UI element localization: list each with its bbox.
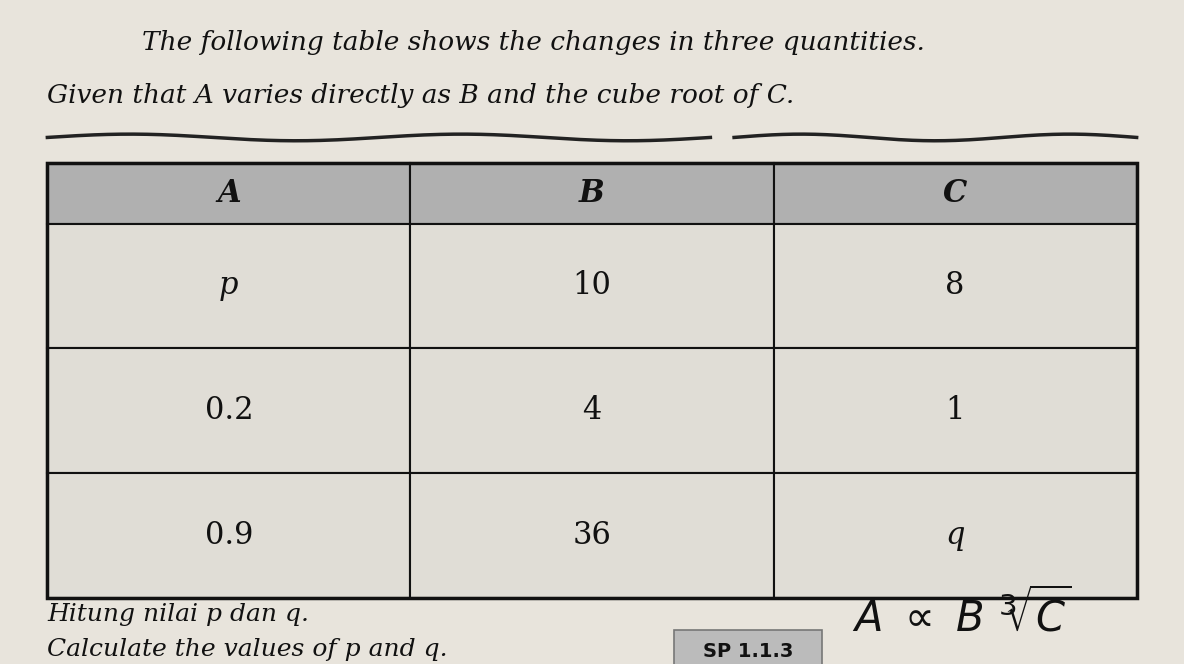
Text: 10: 10 — [573, 270, 611, 301]
Text: B: B — [579, 178, 605, 208]
Text: Calculate the values of p and q.: Calculate the values of p and q. — [47, 638, 448, 661]
Bar — [411, 163, 773, 224]
Text: $\mathit{A}\ \propto\ \mathit{B}\ {^3\!\!\sqrt{\mathit{C}}}$: $\mathit{A}\ \propto\ \mathit{B}\ {^3\!\… — [852, 588, 1072, 640]
Text: p: p — [219, 270, 239, 301]
Text: C: C — [942, 178, 967, 208]
FancyBboxPatch shape — [674, 630, 822, 664]
Text: 8: 8 — [945, 270, 965, 301]
Text: Given that A varies directly as B and the cube root of C.: Given that A varies directly as B and th… — [47, 83, 794, 108]
Text: 4: 4 — [583, 395, 601, 426]
Text: 0.2: 0.2 — [205, 395, 253, 426]
Text: 36: 36 — [573, 520, 611, 550]
Text: 0.9: 0.9 — [205, 520, 253, 550]
Text: q: q — [945, 520, 965, 550]
Text: 1: 1 — [945, 395, 965, 426]
Bar — [773, 163, 1137, 224]
Text: A: A — [217, 178, 240, 208]
Text: Hitung nilai p dan q.: Hitung nilai p dan q. — [47, 603, 309, 625]
Bar — [47, 163, 411, 224]
Text: The following table shows the changes in three quantities.: The following table shows the changes in… — [142, 30, 925, 55]
Text: SP 1.1.3: SP 1.1.3 — [703, 642, 793, 661]
